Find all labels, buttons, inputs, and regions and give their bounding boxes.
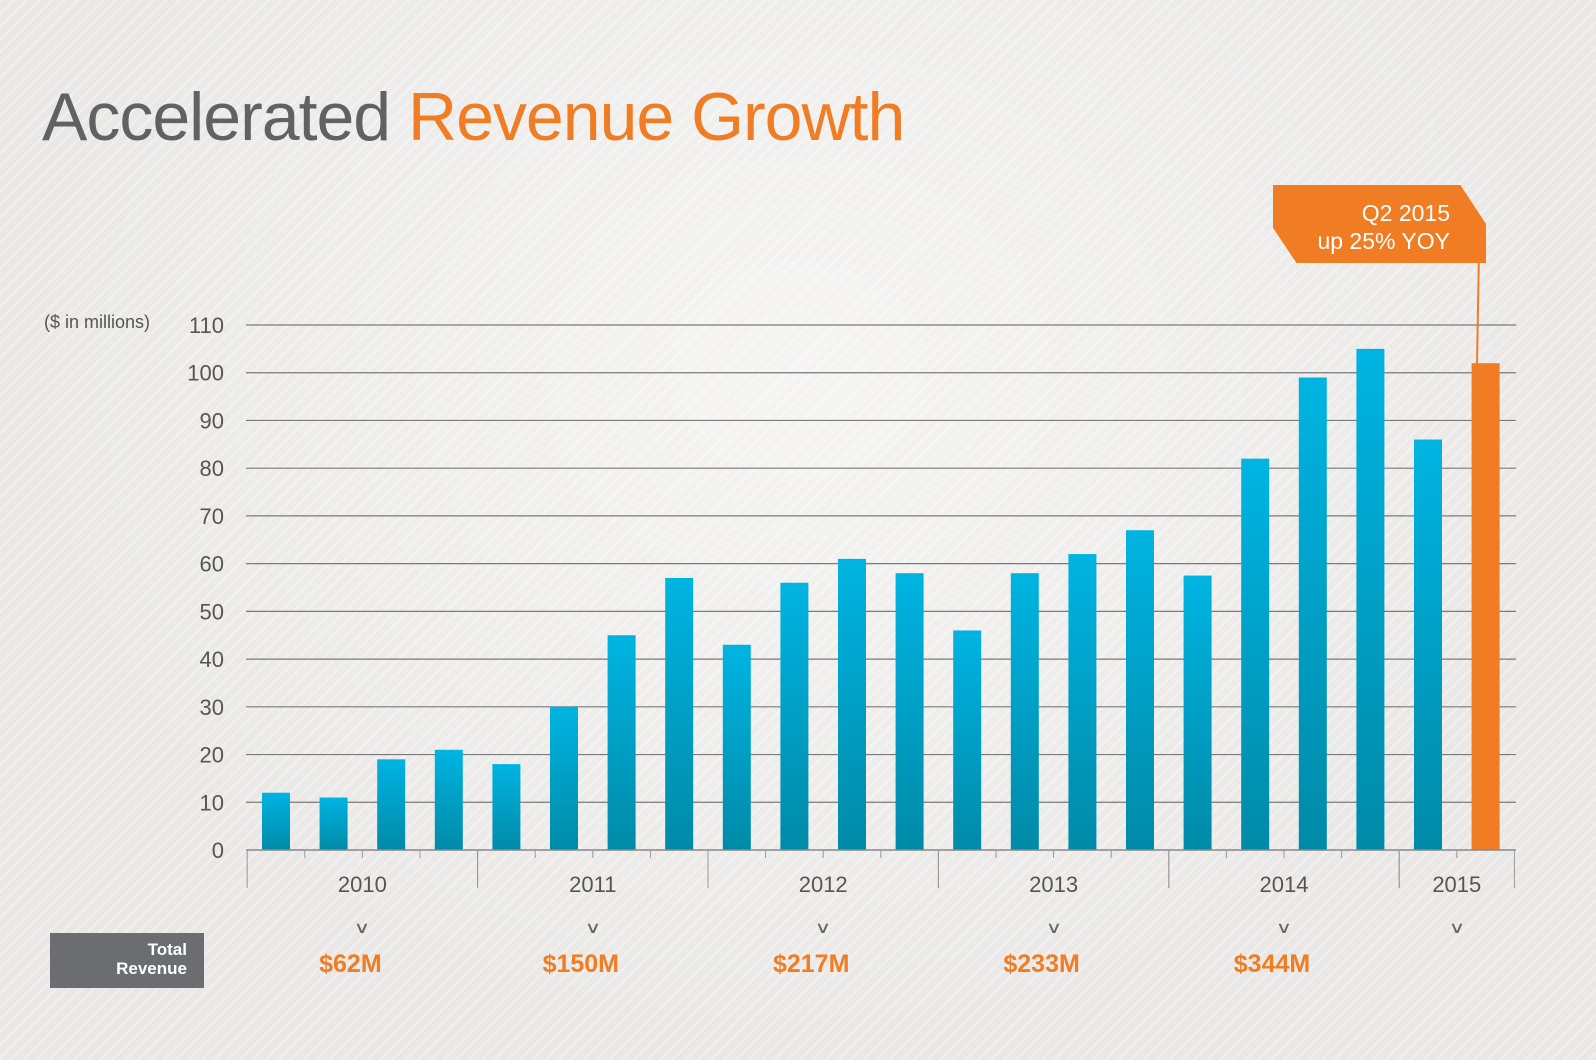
bar — [953, 630, 982, 850]
y-tick-label: 80 — [200, 456, 224, 481]
year-label: 2013 — [1029, 872, 1078, 897]
callout-line-1: Q2 2015 — [1361, 200, 1450, 226]
bar — [838, 558, 866, 850]
page-title: Accelerated Revenue Growth — [42, 78, 905, 156]
bar — [492, 764, 521, 850]
units-label: ($ in millions) — [44, 312, 151, 332]
y-tick-label: 100 — [187, 361, 224, 386]
title-part-orange: Revenue Growth — [408, 79, 905, 155]
y-tick-label: 0 — [212, 838, 224, 863]
y-tick-label: 10 — [200, 790, 224, 815]
y-tick-label: 40 — [200, 647, 224, 672]
y-tick-label: 90 — [200, 408, 224, 433]
annual-total-value: $62M — [319, 950, 382, 978]
bar — [434, 749, 463, 850]
bar-q2-2015-highlight — [1471, 363, 1500, 850]
chevron-down-icon: ∨ — [814, 920, 832, 937]
y-tick-label: 20 — [200, 743, 224, 768]
bar — [1241, 458, 1270, 850]
bar — [1068, 554, 1097, 850]
bar — [1298, 377, 1327, 850]
chevron-down-icon: ∨ — [584, 920, 601, 937]
bar — [895, 573, 924, 850]
bar — [262, 792, 290, 850]
y-tick-label: 110 — [189, 313, 224, 338]
title-part-gray: Accelerated — [42, 79, 391, 155]
bar — [1126, 530, 1154, 850]
year-label: 2015 — [1432, 872, 1481, 897]
bar — [780, 582, 809, 850]
total-revenue-label: Total Revenue — [50, 933, 204, 988]
year-label: 2014 — [1260, 872, 1309, 897]
chevron-down-icon: ∨ — [1448, 920, 1465, 937]
annual-total-value: $344M — [1233, 950, 1311, 978]
bar — [319, 797, 348, 850]
year-label: 2012 — [799, 872, 848, 897]
y-tick-label: 30 — [200, 695, 224, 720]
bar — [607, 635, 636, 850]
bar — [722, 644, 751, 850]
q2-2015-callout: Q2 2015 up 25% YOY — [1273, 185, 1486, 263]
bar — [377, 759, 406, 850]
annual-total-value: $233M — [1003, 950, 1080, 978]
total-revenue-line-2: Revenue — [116, 959, 187, 978]
year-label: 2011 — [569, 872, 616, 897]
annual-total-value: $217M — [772, 950, 850, 978]
chevron-down-icon: ∨ — [1045, 920, 1062, 937]
year-label: 2010 — [338, 872, 387, 897]
chevron-down-icon: ∨ — [354, 920, 371, 937]
bar — [550, 706, 578, 850]
chevron-down-icon: ∨ — [1275, 920, 1293, 937]
callout-line-2: up 25% YOY — [1317, 228, 1450, 254]
bar — [665, 577, 694, 850]
total-revenue-line-1: Total — [147, 940, 187, 959]
y-tick-label: 50 — [200, 599, 224, 624]
bar — [1356, 348, 1385, 850]
bar — [1183, 575, 1212, 850]
bar — [1414, 439, 1442, 850]
y-tick-label: 70 — [200, 504, 224, 529]
y-tick-label: 60 — [200, 552, 224, 577]
bar — [1010, 573, 1039, 850]
annual-total-value: $150M — [542, 950, 620, 978]
